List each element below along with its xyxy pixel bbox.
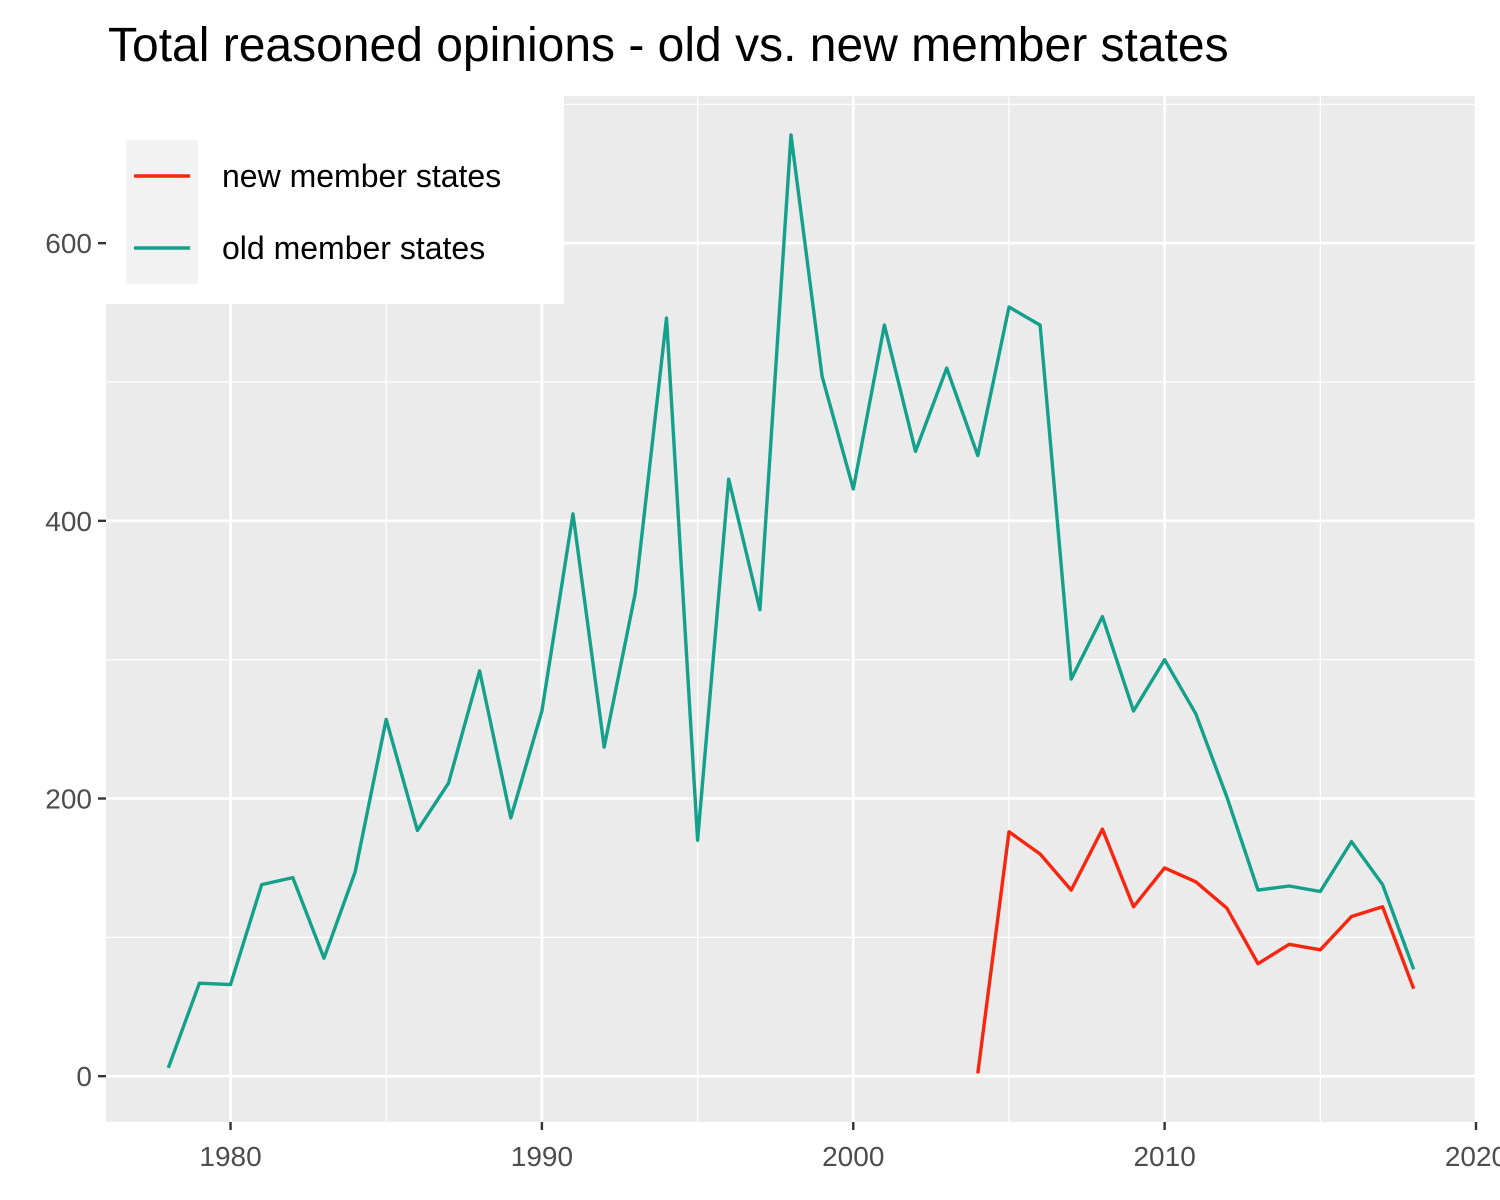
major-gridlines <box>106 96 1478 1122</box>
series-lines <box>166 133 1416 1074</box>
x-tick-label: 1980 <box>199 1141 261 1172</box>
x-tick-label: 2010 <box>1133 1141 1195 1172</box>
y-tick-label: 600 <box>45 228 92 259</box>
chart-title: Total reasoned opinions - old vs. new me… <box>108 19 1229 72</box>
x-tick-label: 2020 <box>1445 1141 1500 1172</box>
legend: new member states old member states <box>106 96 564 304</box>
y-tick-label: 400 <box>45 506 92 537</box>
series-line-new-member-states <box>976 827 1416 1074</box>
y-tick-label: 0 <box>76 1061 92 1092</box>
series-line-old-member-states <box>166 133 1416 1069</box>
x-tick-label: 2000 <box>822 1141 884 1172</box>
x-tick-label: 1990 <box>511 1141 573 1172</box>
axes: 1980 1990 2000 2010 2020 0 200 400 600 <box>45 228 1500 1172</box>
legend-label: new member states <box>222 158 501 194</box>
y-tick-label: 200 <box>45 784 92 815</box>
legend-label: old member states <box>222 230 485 266</box>
